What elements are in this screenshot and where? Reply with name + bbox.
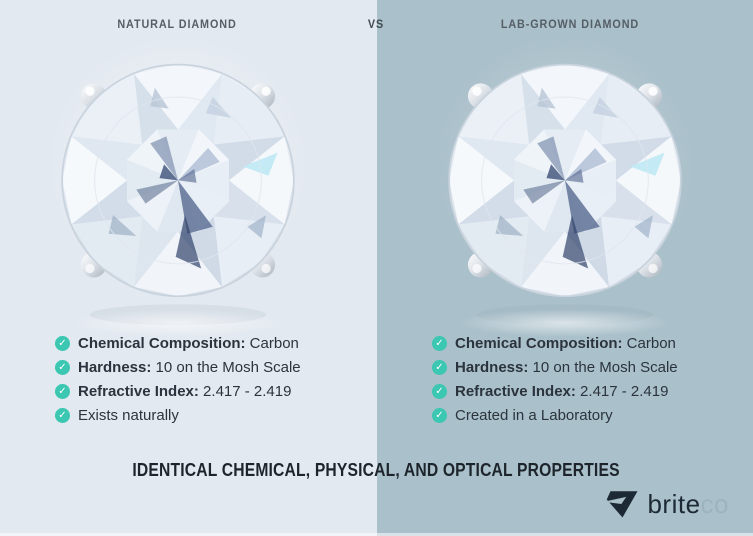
footer-title: IDENTICAL CHEMICAL, PHYSICAL, AND OPTICA… [0, 460, 753, 481]
property-item: ✓ Created in a Laboratory [432, 407, 678, 424]
property-text: Chemical Composition: Carbon [455, 335, 676, 352]
natural-diamond-heading-text: NATURAL DIAMOND [117, 17, 237, 31]
lab-properties-list: ✓ Chemical Composition: Carbon ✓ Hardnes… [432, 335, 678, 432]
property-value: Created in a Laboratory [455, 407, 613, 424]
vs-label-text: VS [367, 17, 385, 31]
property-text: Chemical Composition: Carbon [78, 335, 299, 352]
property-text: Hardness: 10 on the Mosh Scale [455, 359, 678, 376]
property-item: ✓ Exists naturally [55, 407, 301, 424]
property-text: Refractive Index: 2.417 - 2.419 [78, 383, 291, 400]
property-label: Chemical Composition: [78, 335, 246, 352]
check-icon: ✓ [55, 408, 70, 423]
lab-grown-diamond-heading: LAB-GROWN DIAMOND [493, 17, 647, 31]
brand-name-brite: brite [647, 489, 701, 519]
property-value: Carbon [245, 335, 299, 352]
property-item: ✓ Refractive Index: 2.417 - 2.419 [55, 383, 301, 400]
property-text: Refractive Index: 2.417 - 2.419 [455, 383, 668, 400]
check-icon: ✓ [432, 336, 447, 351]
natural-properties-list: ✓ Chemical Composition: Carbon ✓ Hardnes… [55, 335, 301, 432]
check-icon: ✓ [432, 360, 447, 375]
brand-name: briteco [647, 488, 729, 520]
property-text: Exists naturally [78, 407, 179, 424]
lab-grown-diamond-heading-text: LAB-GROWN DIAMOND [500, 17, 640, 31]
property-value: 10 on the Mosh Scale [528, 359, 678, 376]
briteco-logo-icon [604, 491, 638, 518]
vs-label: VS [367, 17, 385, 31]
property-text: Hardness: 10 on the Mosh Scale [78, 359, 301, 376]
property-value: 2.417 - 2.419 [575, 383, 669, 400]
natural-diamond-heading: NATURAL DIAMOND [111, 17, 244, 31]
property-value: 2.417 - 2.419 [198, 383, 292, 400]
property-value: 10 on the Mosh Scale [151, 359, 301, 376]
brand-name-co: co [700, 489, 729, 519]
natural-panel-bg [0, 0, 377, 536]
footer-title-text: IDENTICAL CHEMICAL, PHYSICAL, AND OPTICA… [132, 460, 621, 480]
property-item: ✓ Refractive Index: 2.417 - 2.419 [432, 383, 678, 400]
check-icon: ✓ [432, 384, 447, 399]
check-icon: ✓ [55, 384, 70, 399]
property-value: Carbon [622, 335, 676, 352]
check-icon: ✓ [432, 408, 447, 423]
property-item: ✓ Hardness: 10 on the Mosh Scale [432, 359, 678, 376]
property-label: Refractive Index: [455, 383, 576, 400]
property-label: Chemical Composition: [455, 335, 623, 352]
property-item: ✓ Chemical Composition: Carbon [432, 335, 678, 352]
briteco-logo: briteco [602, 488, 729, 520]
bottom-highlight-strip [0, 533, 753, 536]
property-label: Hardness: [455, 359, 529, 376]
check-icon: ✓ [55, 336, 70, 351]
property-value: Exists naturally [78, 407, 179, 424]
property-item: ✓ Hardness: 10 on the Mosh Scale [55, 359, 301, 376]
property-text: Created in a Laboratory [455, 407, 613, 424]
property-item: ✓ Chemical Composition: Carbon [55, 335, 301, 352]
property-label: Hardness: [78, 359, 152, 376]
lab-panel-bg [377, 0, 753, 536]
property-label: Refractive Index: [78, 383, 199, 400]
check-icon: ✓ [55, 360, 70, 375]
